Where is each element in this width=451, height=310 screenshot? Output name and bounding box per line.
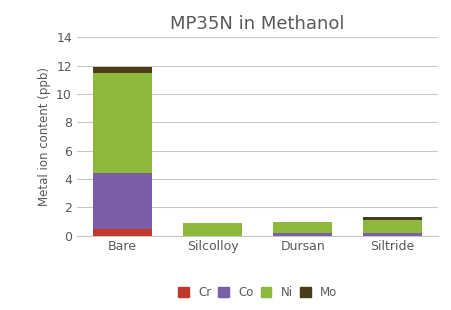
Bar (273, 233, 331, 236)
Bar (363, 217, 421, 220)
Bar (273, 222, 331, 233)
Bar (93, 173, 152, 229)
Bar (93, 229, 152, 236)
Bar (363, 220, 421, 233)
Bar (93, 73, 152, 173)
Bar (363, 233, 421, 236)
Y-axis label: Metal ion content (ppb): Metal ion content (ppb) (37, 67, 51, 206)
Title: MP35N in Methanol: MP35N in Methanol (170, 15, 344, 33)
Legend: Cr, Co, Ni, Mo: Cr, Co, Ni, Mo (173, 281, 341, 303)
Bar (183, 223, 241, 236)
Bar (93, 67, 152, 73)
